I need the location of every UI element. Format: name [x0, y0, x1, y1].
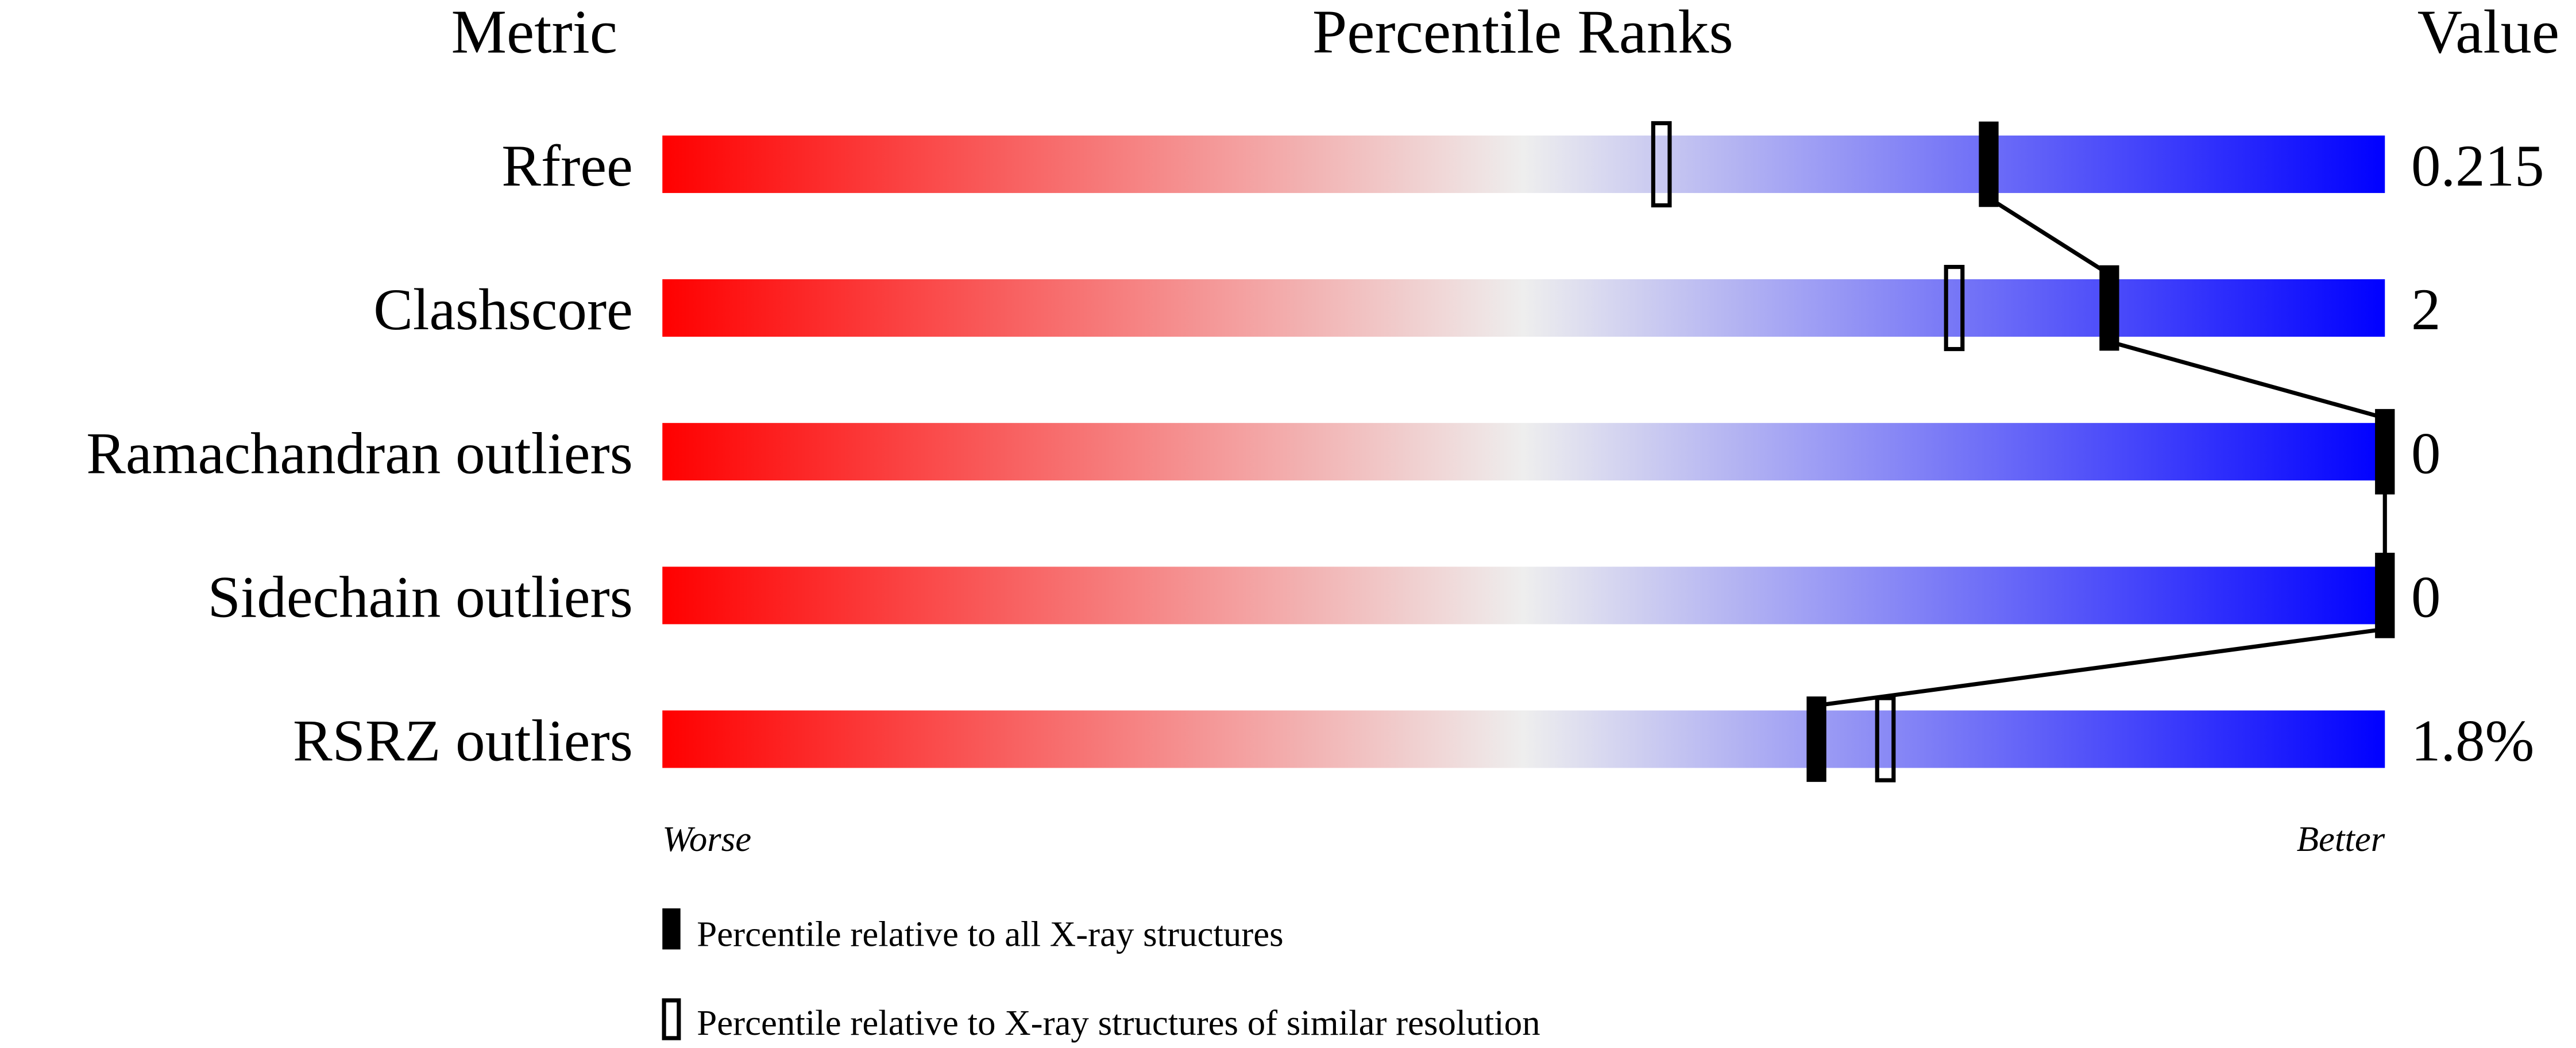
header-percentile-ranks: Percentile Ranks: [1312, 0, 1733, 66]
metric-value: 0: [2411, 565, 2440, 630]
metric-label: Rfree: [501, 133, 633, 199]
percentile-bar: [662, 135, 2385, 193]
percentile-bar: [662, 710, 2385, 768]
legend-all-label: Percentile relative to all X-ray structu…: [697, 914, 1283, 954]
legend-similar-label: Percentile relative to X-ray structures …: [697, 1003, 1540, 1043]
metric-label: RSRZ outliers: [293, 708, 633, 774]
metric-label: Ramachandran outliers: [86, 421, 633, 486]
similar-resolution-percentile-marker: [1651, 121, 1672, 207]
all-structures-percentile-marker: [2375, 409, 2395, 495]
legend-open-marker: [662, 998, 681, 1041]
metric-value: 0: [2411, 421, 2440, 486]
metric-label: Clashscore: [373, 277, 633, 342]
percentile-bar: [662, 567, 2385, 625]
similar-resolution-percentile-marker: [1944, 265, 1965, 352]
legend-filled-marker: [662, 908, 681, 950]
connector-line: [1987, 196, 2111, 276]
metric-value: 2: [2411, 277, 2440, 342]
percentile-bar: [662, 423, 2385, 481]
all-structures-percentile-marker: [1979, 121, 1999, 207]
connector-line: [2108, 340, 2386, 421]
all-structures-percentile-marker: [1806, 696, 1826, 782]
percentile-bar: [662, 279, 2385, 337]
metric-value: 0.215: [2411, 133, 2544, 199]
metric-value: 1.8%: [2411, 708, 2534, 774]
header-value: Value: [2417, 0, 2559, 66]
all-structures-percentile-marker: [2375, 553, 2395, 638]
header-metric: Metric: [451, 0, 617, 66]
connector-line: [1816, 627, 2385, 708]
axis-label-worse: Worse: [662, 819, 751, 859]
axis-label-better: Better: [2297, 819, 2385, 859]
all-structures-percentile-marker: [2099, 265, 2119, 351]
metric-label: Sidechain outliers: [208, 565, 633, 630]
